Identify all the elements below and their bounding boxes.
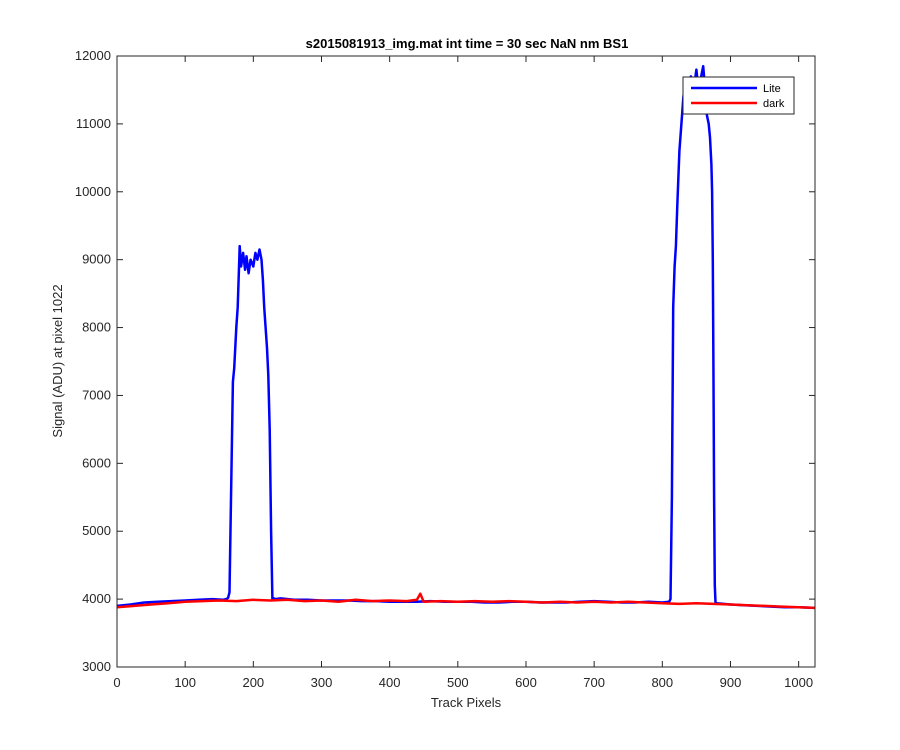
x-tick-label: 400 — [379, 675, 401, 690]
x-axis-label: Track Pixels — [431, 695, 502, 710]
x-tick-label: 700 — [583, 675, 605, 690]
y-tick-label: 11000 — [76, 116, 111, 131]
legend-label-dark: dark — [763, 98, 785, 110]
x-tick-label: 500 — [447, 675, 469, 690]
y-tick-label: 12000 — [75, 48, 111, 63]
x-tick-label: 0 — [113, 675, 120, 690]
y-tick-label: 10000 — [75, 184, 111, 199]
x-tick-label: 200 — [242, 675, 264, 690]
series-layer — [116, 64, 816, 610]
y-tick-label: 7000 — [82, 387, 111, 402]
x-tick-label: 100 — [174, 675, 196, 690]
x-tick-label: 1000 — [784, 675, 813, 690]
x-axis-ticks: 0 100 200 300 400 500 600 700 800 900 1000 — [113, 56, 813, 690]
x-tick-label: 800 — [651, 675, 673, 690]
y-tick-label: 8000 — [82, 320, 111, 335]
legend-box — [682, 76, 795, 115]
y-axis-ticks: 3000 4000 5000 6000 7000 8000 9000 10000 11000 12… — [75, 48, 815, 674]
y-tick-label: 6000 — [82, 455, 111, 470]
y-tick-label: 5000 — [82, 523, 111, 538]
y-tick-label: 3000 — [82, 659, 111, 674]
x-tick-label: 300 — [311, 675, 333, 690]
plot-frame — [116, 55, 816, 668]
y-tick-label: 9000 — [82, 252, 111, 267]
chart-title: s2015081913_img.mat int time = 30 sec Na… — [306, 36, 629, 51]
legend-label-lite: Lite — [763, 83, 781, 95]
legend: Lite dark — [682, 76, 795, 115]
y-tick-label: 4000 — [82, 591, 111, 606]
x-tick-label: 900 — [720, 675, 742, 690]
series-line-lite — [116, 64, 816, 610]
x-tick-label: 600 — [515, 675, 537, 690]
series-line-dark — [116, 592, 816, 610]
y-axis-label: Signal (ADU) at pixel 1022 — [50, 284, 65, 437]
